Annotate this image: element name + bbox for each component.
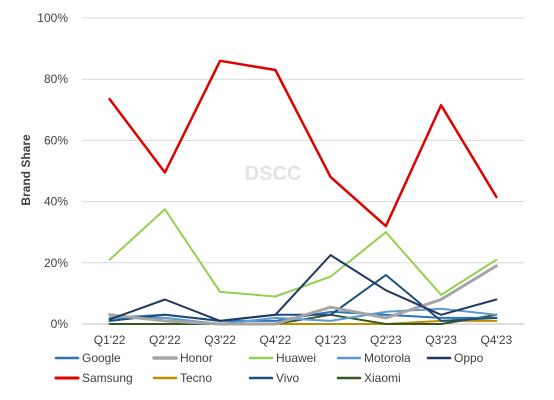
legend-label: Xiaomi <box>364 371 401 385</box>
x-tick-label: Q4'23 <box>481 333 513 347</box>
legend-label: Samsung <box>82 371 133 385</box>
series-line-huawei <box>108 208 498 298</box>
y-tick-label: 100% <box>37 11 68 25</box>
legend-item-tecno: Tecno <box>152 371 212 385</box>
series-line-motorola <box>108 307 498 325</box>
legend-item-huawei: Huawei <box>248 351 316 365</box>
x-tick-label: Q2'22 <box>149 333 181 347</box>
y-axis-ticks: 0% 20% 40% 60% 80% 100% <box>37 11 68 331</box>
x-tick-label: Q4'22 <box>260 333 292 347</box>
legend-label: Motorola <box>364 351 411 365</box>
legend-item-oppo: Oppo <box>426 351 484 365</box>
legend-label: Oppo <box>454 351 484 365</box>
x-tick-label: Q2'23 <box>370 333 402 347</box>
series-lines <box>108 59 498 326</box>
x-axis-ticks: Q1'22 Q2'22 Q3'22 Q4'22 Q1'23 Q2'23 Q3'23 Q4'23 <box>94 333 513 347</box>
legend-label: Huawei <box>276 351 316 365</box>
legend-item-motorola: Motorola <box>336 351 411 365</box>
legend-item-xiaomi: Xiaomi <box>336 371 401 385</box>
x-tick-label: Q1'23 <box>315 333 347 347</box>
legend-item-vivo: Vivo <box>248 371 299 385</box>
legend-item-honor: Honor <box>152 351 213 365</box>
y-axis-label: Brand Share <box>19 134 33 206</box>
legend-label: Vivo <box>276 371 299 385</box>
y-tick-label: 80% <box>44 72 68 86</box>
legend-item-google: Google <box>54 351 121 365</box>
series-line-oppo <box>108 254 498 322</box>
series-line-honor <box>108 264 498 326</box>
legend-item-samsung: Samsung <box>54 371 133 385</box>
watermark: DSCC <box>245 163 302 185</box>
series-line-samsung <box>108 59 498 228</box>
gridlines <box>82 17 524 325</box>
legend: Google Honor Huawei Motorola Oppo Samsung Tecn… <box>54 351 484 385</box>
x-tick-label: Q1'22 <box>94 333 126 347</box>
y-tick-label: 60% <box>44 133 68 147</box>
y-tick-label: 40% <box>44 195 68 209</box>
y-tick-label: 0% <box>51 317 69 331</box>
x-tick-label: Q3'22 <box>204 333 236 347</box>
y-tick-label: 20% <box>44 256 68 270</box>
legend-label: Tecno <box>180 371 212 385</box>
legend-label: Google <box>82 351 121 365</box>
x-tick-label: Q3'23 <box>425 333 457 347</box>
legend-label: Honor <box>180 351 213 365</box>
